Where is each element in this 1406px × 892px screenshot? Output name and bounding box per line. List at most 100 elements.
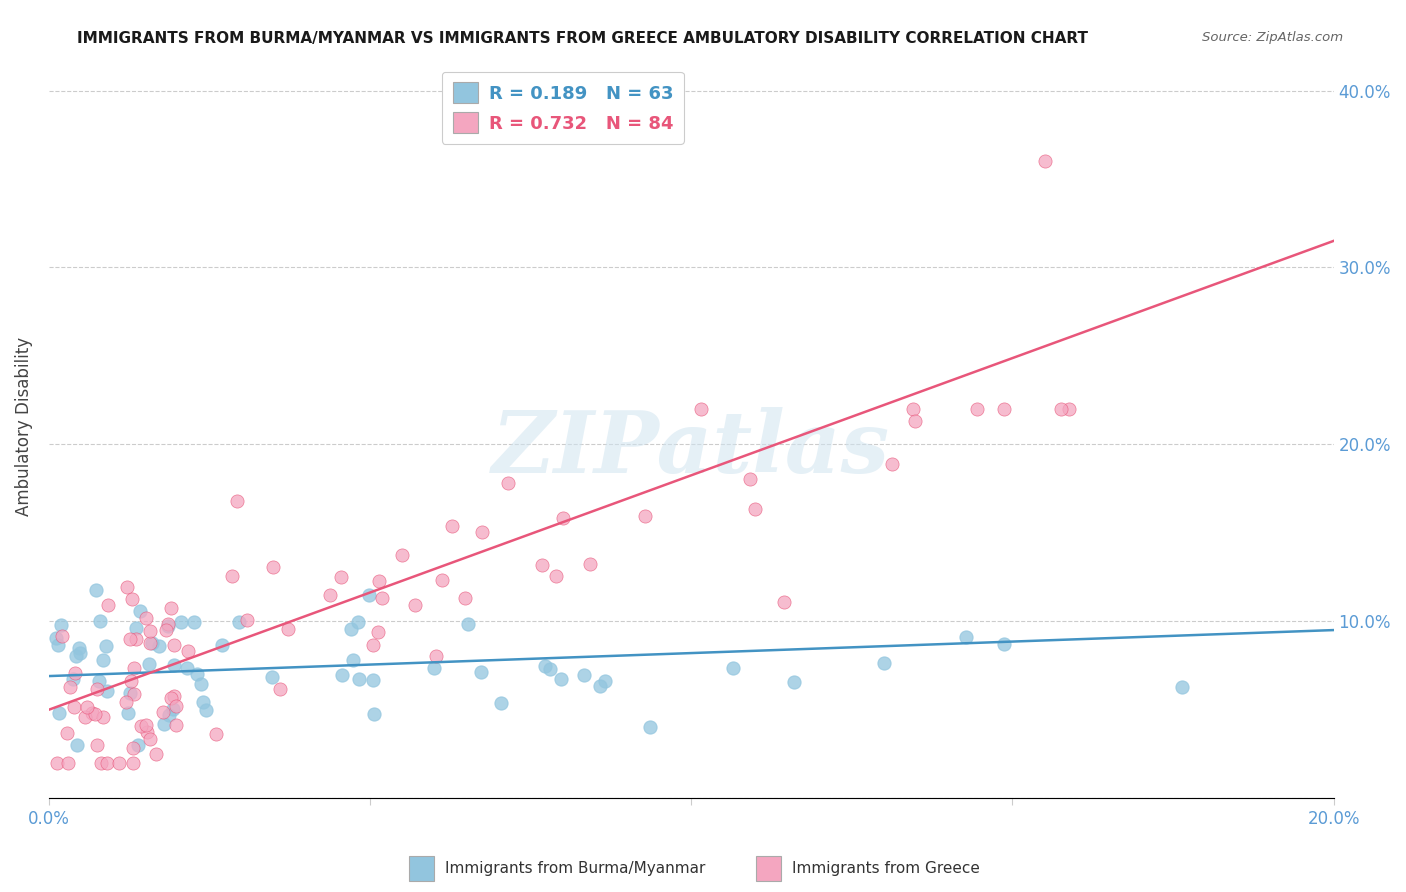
Point xyxy=(163,689,186,703)
Point xyxy=(489,696,512,710)
Point xyxy=(993,637,1015,651)
Point xyxy=(65,666,87,681)
Point xyxy=(744,501,766,516)
Point xyxy=(228,615,250,629)
Point xyxy=(62,700,84,714)
Point xyxy=(183,615,205,629)
Point xyxy=(120,674,142,689)
Point xyxy=(186,666,208,681)
Point xyxy=(783,674,806,689)
Point xyxy=(89,673,111,688)
Point xyxy=(117,706,139,721)
Point xyxy=(96,684,118,698)
Point xyxy=(221,568,243,582)
Point xyxy=(45,632,67,646)
Point xyxy=(76,700,98,714)
Point xyxy=(903,401,925,416)
Point xyxy=(65,738,87,752)
Text: Immigrants from Greece: Immigrants from Greece xyxy=(792,862,980,876)
Point xyxy=(551,511,574,525)
Point xyxy=(176,644,198,658)
Point xyxy=(640,720,662,734)
Text: IMMIGRANTS FROM BURMA/MYANMAR VS IMMIGRANTS FROM GREECE AMBULATORY DISABILITY CO: IMMIGRANTS FROM BURMA/MYANMAR VS IMMIGRA… xyxy=(77,31,1088,46)
Point xyxy=(531,558,554,572)
Point xyxy=(361,638,384,652)
Point xyxy=(165,698,187,713)
Point xyxy=(120,632,142,647)
Point xyxy=(690,401,713,416)
Point xyxy=(152,706,174,720)
Point xyxy=(457,616,479,631)
Point xyxy=(75,710,97,724)
Point xyxy=(721,661,744,675)
Point xyxy=(534,658,557,673)
Point xyxy=(634,508,657,523)
Point xyxy=(425,649,447,664)
Point xyxy=(195,703,218,717)
Y-axis label: Ambulatory Disability: Ambulatory Disability xyxy=(15,337,32,516)
Point xyxy=(574,668,596,682)
Point xyxy=(129,604,152,618)
Point xyxy=(165,718,187,732)
Point xyxy=(69,646,91,660)
Point xyxy=(115,580,138,594)
Point xyxy=(139,624,162,638)
Point xyxy=(162,702,184,716)
Point xyxy=(966,401,988,416)
Point xyxy=(773,594,796,608)
Point xyxy=(1057,401,1080,416)
Point xyxy=(157,618,180,632)
Point xyxy=(163,658,186,673)
Point xyxy=(391,549,413,563)
Point xyxy=(48,706,70,720)
Point xyxy=(122,756,145,770)
Point xyxy=(139,731,162,746)
Point xyxy=(342,653,364,667)
Point xyxy=(1033,154,1056,169)
Point xyxy=(89,614,111,628)
Point xyxy=(236,613,259,627)
Point xyxy=(84,582,107,597)
Point xyxy=(49,618,72,632)
Point xyxy=(127,738,149,752)
Point xyxy=(91,653,114,667)
Point xyxy=(873,656,896,670)
Point xyxy=(440,519,463,533)
Point xyxy=(90,756,112,770)
Point xyxy=(121,740,143,755)
Point xyxy=(191,695,214,709)
Point xyxy=(122,661,145,675)
Point xyxy=(738,472,761,486)
Point xyxy=(363,706,385,721)
Point xyxy=(544,568,567,582)
Point xyxy=(471,524,494,539)
Point xyxy=(141,636,163,650)
Point xyxy=(349,673,371,687)
Point xyxy=(904,414,927,428)
Point xyxy=(120,686,142,700)
Point xyxy=(159,707,181,722)
Point xyxy=(346,615,368,630)
Point xyxy=(83,706,105,721)
Point xyxy=(114,695,136,709)
Point xyxy=(262,560,284,574)
Point xyxy=(357,588,380,602)
Point xyxy=(404,598,426,612)
Point xyxy=(145,747,167,761)
Point xyxy=(367,625,389,640)
Point xyxy=(423,661,446,675)
Point xyxy=(138,657,160,671)
Point xyxy=(156,617,179,632)
Point xyxy=(148,639,170,653)
Point xyxy=(97,598,120,612)
Point xyxy=(993,401,1015,416)
Point xyxy=(121,591,143,606)
Point xyxy=(107,756,129,770)
Point xyxy=(319,588,342,602)
Point xyxy=(160,690,183,705)
Point xyxy=(96,756,118,770)
Point xyxy=(46,638,69,652)
Text: Source: ZipAtlas.com: Source: ZipAtlas.com xyxy=(1202,31,1343,45)
Point xyxy=(340,622,363,636)
Point xyxy=(204,727,226,741)
